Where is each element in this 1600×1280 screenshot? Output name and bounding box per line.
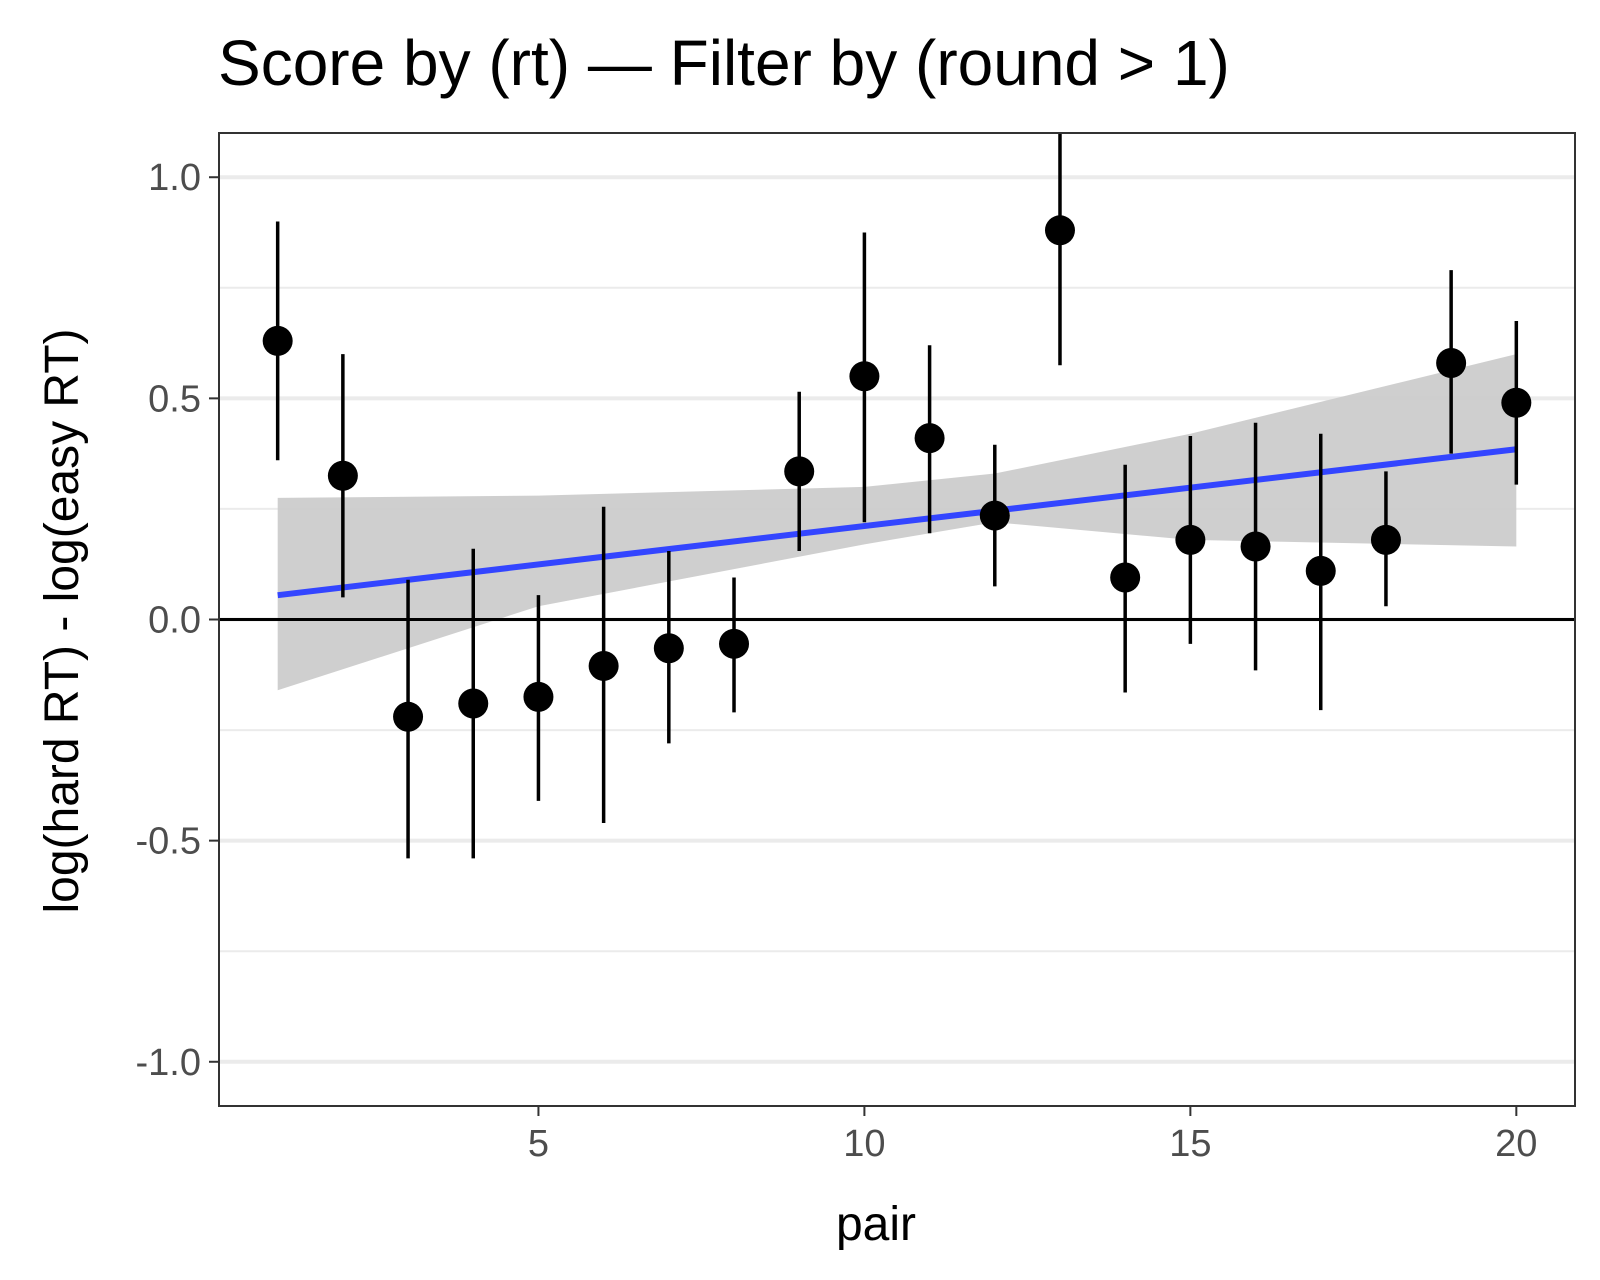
x-axis: 5 10 15 20 <box>528 1106 1537 1165</box>
data-point <box>719 628 750 659</box>
data-point <box>327 460 358 491</box>
y-tick-label: -1.0 <box>136 1042 201 1084</box>
data-point <box>1501 387 1532 418</box>
x-tick-label: 20 <box>1495 1123 1537 1165</box>
data-point <box>262 325 293 356</box>
trend-line-path <box>277 446 1517 599</box>
x-axis-title: pair <box>836 1198 916 1251</box>
error-bars <box>275 133 1519 859</box>
data-point <box>849 361 880 392</box>
data-point <box>1044 215 1075 246</box>
data-point <box>588 650 619 681</box>
y-tick-label: 0.0 <box>148 600 201 642</box>
data-point <box>1110 562 1141 593</box>
data-point <box>1436 347 1467 378</box>
y-axis-title: log(hard RT) - log(easy RT) <box>36 328 89 913</box>
data-point <box>1240 531 1271 562</box>
data-point <box>458 688 489 719</box>
data-point <box>914 423 945 454</box>
y-axis: -1.0 -0.5 0.0 0.5 1.0 <box>136 157 219 1084</box>
data-point <box>523 681 554 712</box>
trend-line <box>277 446 1517 599</box>
data-point <box>1305 555 1336 586</box>
data-point <box>393 701 424 732</box>
y-tick-label: 0.5 <box>148 378 201 420</box>
y-tick-label: 1.0 <box>148 157 201 199</box>
chart-title: Score by (rt) — Filter by (round > 1) <box>218 27 1230 99</box>
x-tick-label: 10 <box>843 1123 885 1165</box>
data-point <box>1370 524 1401 555</box>
data-point <box>979 500 1010 531</box>
data-point <box>653 633 684 664</box>
data-points <box>262 215 1532 732</box>
data-point <box>784 456 815 487</box>
y-tick-label: -0.5 <box>136 821 201 863</box>
data-point <box>1175 524 1206 555</box>
x-tick-label: 5 <box>528 1123 549 1165</box>
x-tick-label: 15 <box>1169 1123 1211 1165</box>
